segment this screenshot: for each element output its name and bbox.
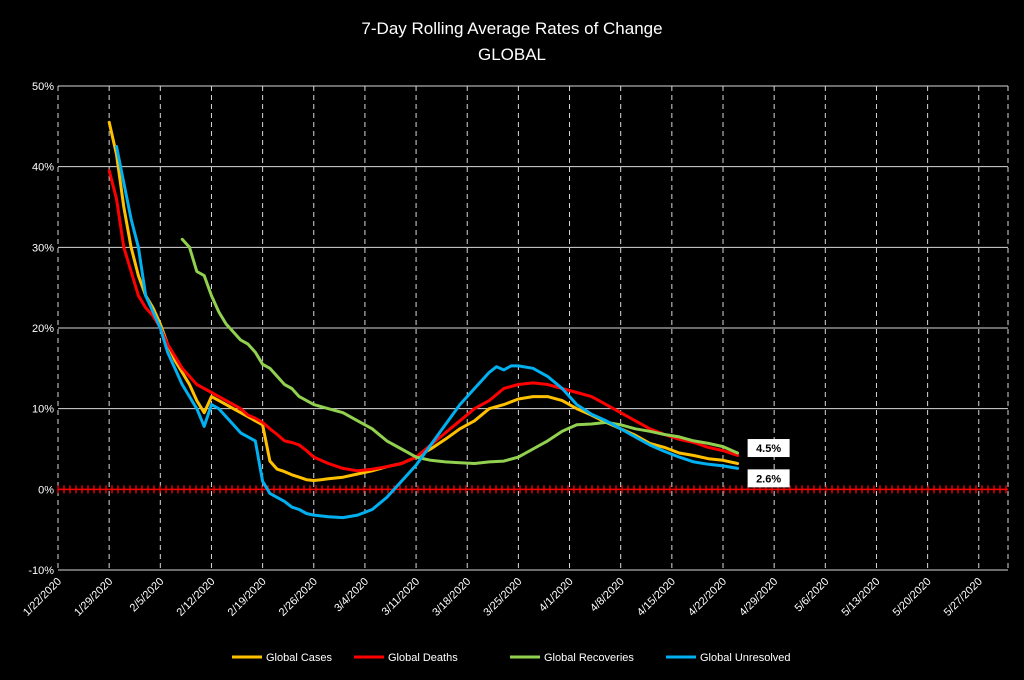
annotation-label-2: 2.6%	[756, 473, 781, 485]
y-tick-label-20: 20%	[32, 323, 54, 335]
chart-subtitle: GLOBAL	[478, 45, 546, 64]
legend-label-global-unresolved: Global Unresolved	[700, 652, 791, 664]
y-tick-label-40: 40%	[32, 162, 54, 174]
legend-label-global-deaths: Global Deaths	[388, 652, 458, 664]
series-line-global-recoveries	[180, 237, 740, 465]
annotation-label-1: 4.5%	[756, 443, 781, 455]
chart-title: 7-Day Rolling Average Rates of Change	[361, 19, 662, 38]
y-tick-label-30: 30%	[32, 242, 54, 254]
annotations-group: 4.5% 2.6%	[747, 439, 790, 488]
zero-line-group	[57, 485, 1008, 494]
series-line-global-deaths	[107, 169, 740, 473]
y-tick-label-0: 0%	[38, 484, 54, 496]
annotation-box-1	[747, 439, 790, 458]
y-tick-label-10: -10%	[28, 565, 54, 577]
annotation-box-2	[747, 469, 790, 488]
series-group	[107, 120, 740, 520]
legend-label-global-recoveries: Global Recoveries	[544, 652, 634, 664]
y-tick-label-50: 50%	[32, 81, 54, 93]
y-tick-label-10: 10%	[32, 404, 54, 416]
series-line-global-unresolved	[115, 145, 740, 520]
legend-label-global-cases: Global Cases	[266, 652, 333, 664]
legend: Global Cases Global Deaths Global Recoveri…	[232, 652, 791, 664]
